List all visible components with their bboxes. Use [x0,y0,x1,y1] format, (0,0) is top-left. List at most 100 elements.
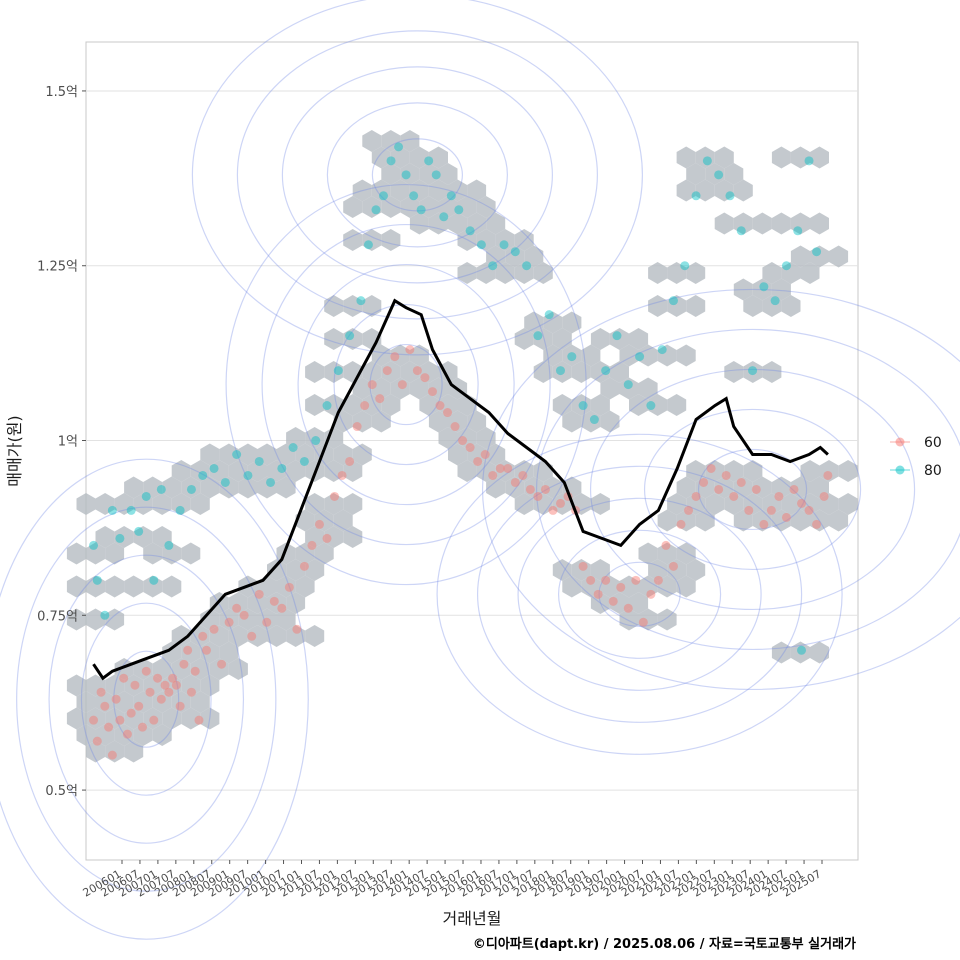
data-point-80 [793,226,803,236]
hexbin-cell [638,344,658,367]
hexbin-cell [86,575,106,598]
hexbin-cell [810,509,829,532]
hexbin-cell [324,328,344,350]
hexbin-cell [695,146,715,169]
data-point-80 [522,261,532,271]
hexbin-cell [800,460,820,482]
hexbin-cell [181,674,201,697]
hexbin-cell [810,476,829,499]
data-point-60 [382,366,392,376]
hexbin-cell [771,278,791,301]
hexbin-cell [619,344,639,367]
hexbin-cell [771,509,791,532]
data-point-60 [518,470,528,480]
hexbin-cell [257,476,277,499]
hexbin-cell [771,641,791,664]
data-point-60 [714,484,724,494]
data-point-80 [394,142,404,152]
data-point-80 [232,449,242,459]
data-point-60 [307,540,317,550]
y-tick-label: 1.5억 [45,85,78,100]
data-point-80 [299,456,309,466]
data-point-60 [578,561,588,571]
hexbin-cell [590,493,610,515]
data-point-80 [578,401,588,411]
hexbin-cell [419,196,439,218]
moving-average-line [92,298,829,681]
hexbin-cell [800,262,820,284]
y-axis-ticks: 0.5억 0.75억 1억 1.25억 1.5억 [37,85,86,799]
data-point-60 [367,380,377,390]
data-point-80 [623,380,633,390]
data-point-80 [401,170,411,180]
density-contour [476,465,803,723]
hexbin-cell [324,493,344,515]
hexbin-cell [743,493,763,515]
hexbin-cell [438,163,458,185]
hexbin-cell [790,641,810,664]
hexbin-cell [829,245,849,268]
hexbin-cell [714,179,734,202]
hexbin-cell [76,493,96,515]
data-point-60 [145,687,155,697]
data-point-60 [744,505,754,515]
data-point-60 [171,680,181,690]
legend: 60 80 [890,435,942,479]
x-axis-title: 거래년월 [443,909,502,928]
data-point-80 [657,345,667,355]
data-point-60 [751,484,761,494]
data-point-80 [243,470,253,480]
data-point-60 [729,491,739,501]
hexbin-cell [362,361,382,383]
hexbin-cell [257,608,277,631]
density-contour [326,102,508,248]
hexbin-cell [686,493,706,515]
hexbin-cell [390,344,410,367]
hexbin-cell [219,443,239,466]
data-point-80 [209,463,219,473]
hexbin-cell [571,361,591,383]
hexbin-cell [448,443,468,466]
hexbin-cell [600,377,620,400]
hexbin-cell [200,674,220,697]
hexbin-cell [543,311,563,334]
hexbin-cell [390,179,410,202]
hexbin-cell [457,262,477,284]
data-point-60 [149,715,159,725]
density-contour [281,66,553,284]
hexbin-cell [267,460,287,482]
hexbin-cell [752,509,772,532]
hexbin-cell [457,229,477,251]
data-point-80 [770,296,780,306]
hexbin-cell [676,509,696,532]
data-point-60 [488,470,498,480]
hexbin-cell [343,394,363,416]
hexbin-cell [171,493,191,515]
hexbin-cell [371,179,391,202]
data-point-80 [635,352,645,362]
data-point-80 [797,645,807,655]
data-point-60 [586,575,596,585]
hexbin-cell [343,460,363,482]
hexbin-cell [66,674,86,697]
hexbin-cell [76,724,96,746]
data-point-60 [179,659,189,669]
hexbin-cell [190,691,210,713]
hexbin-cell [448,179,468,202]
hexbin-cell [467,443,487,466]
data-point-80 [345,331,355,341]
hexbin-cell [495,460,515,482]
density-contour [557,529,722,659]
hexbin-cell [838,493,858,515]
hexbin-cell [362,394,382,416]
data-point-60 [277,603,287,613]
hexbin-cell [247,592,267,614]
hexbin-cell [171,691,191,713]
data-point-60 [352,422,362,432]
hexbin-cell [762,295,782,317]
hexbin-cell [428,179,448,202]
hexbin-cell [238,476,258,499]
hexbin-cell [676,179,696,202]
hexbin-cell [428,146,448,169]
data-point-60 [427,387,437,397]
